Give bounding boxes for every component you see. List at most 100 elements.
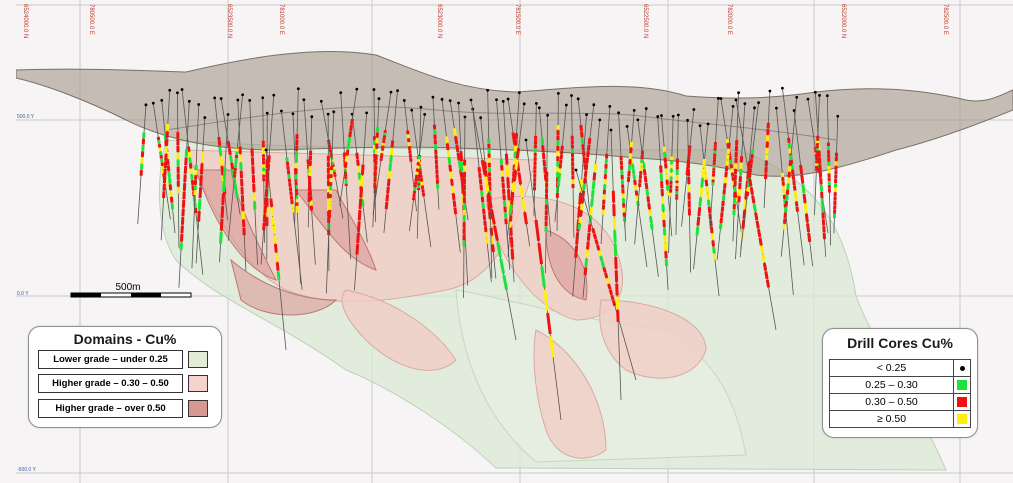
drillhole xyxy=(716,105,735,260)
drillhole xyxy=(832,114,840,234)
section-view: 6524000.0 N 780500.0 E 6523500.0 N 781000.0… xyxy=(16,0,1013,483)
drillhole xyxy=(372,90,393,216)
drillhole xyxy=(294,87,300,225)
domain-row-over: Higher grade – over 0.50 xyxy=(38,399,210,418)
drillhole xyxy=(339,87,359,206)
drillhole xyxy=(636,118,659,277)
drillhole xyxy=(264,148,287,351)
drillhole xyxy=(624,108,636,228)
drillhole xyxy=(440,97,461,253)
easting-label: 6524000.0 N xyxy=(22,4,28,38)
level-label: -500.0 Y xyxy=(17,467,36,473)
domain-swatch-higher xyxy=(188,375,208,392)
drill-row: 0.30 – 0.50 xyxy=(829,393,971,411)
drill-label: ≥ 0.50 xyxy=(829,410,954,428)
drillhole xyxy=(625,125,648,268)
drillhole xyxy=(506,102,526,240)
drillhole xyxy=(462,115,467,298)
drill-cores-legend: Drill Cores Cu% < 0.25 0.25 – 0.30 0.30 … xyxy=(822,328,978,438)
drillhole xyxy=(609,128,622,401)
drillhole xyxy=(431,95,440,210)
easting-label: 781000.0 E xyxy=(278,4,284,35)
drillholes xyxy=(137,86,840,421)
section-canvas: 6524000.0 N 780500.0 E 6523500.0 N 781000.0… xyxy=(16,0,1013,483)
drillhole xyxy=(191,103,201,269)
easting-label: 6523500.0 N xyxy=(226,4,232,38)
easting-label: 781500.0 E xyxy=(514,4,520,35)
level-label: 0.0 Y xyxy=(17,291,29,297)
drillhole xyxy=(668,114,675,253)
drillhole xyxy=(600,104,612,244)
domains-legend-title: Domains - Cu% xyxy=(73,331,177,347)
domain-label: Higher grade – 0.30 – 0.50 xyxy=(38,374,183,393)
drillhole xyxy=(227,93,245,241)
red-square-symbol xyxy=(953,393,971,411)
domain-row-lower: Lower grade – under 0.25 xyxy=(38,350,210,369)
drillhole xyxy=(709,96,720,229)
drillhole xyxy=(137,103,148,225)
drillhole xyxy=(219,97,241,215)
drillhole xyxy=(617,111,627,242)
drillhole xyxy=(554,103,568,222)
drillhole xyxy=(372,97,381,228)
drillhole xyxy=(825,94,832,246)
easting-labels: 6524000.0 N 780500.0 E 6523500.0 N 781000.0… xyxy=(22,4,948,38)
drillhole xyxy=(555,91,560,231)
drillhole xyxy=(354,111,369,291)
drillhole xyxy=(160,88,172,241)
domain-label: Higher grade – over 0.50 xyxy=(38,399,183,418)
drillhole xyxy=(471,107,492,283)
drillhole xyxy=(732,91,740,242)
drillhole xyxy=(178,99,191,288)
drillhole xyxy=(236,98,247,271)
drill-legend-title: Drill Cores Cu% xyxy=(847,335,953,351)
drillhole xyxy=(792,109,814,267)
drillhole xyxy=(180,88,204,275)
drillhole xyxy=(176,91,180,248)
scale-bar-label: 500m xyxy=(115,282,140,293)
drillhole xyxy=(307,115,314,228)
drill-label: 0.25 – 0.30 xyxy=(829,376,954,394)
level-label: 500.0 Y xyxy=(17,114,35,120)
level-labels: 500.0 Y 0.0 Y -500.0 Y xyxy=(17,114,36,473)
drillhole xyxy=(248,98,258,265)
drillhole xyxy=(524,138,562,421)
domain-row-higher: Higher grade – 0.30 – 0.50 xyxy=(38,374,210,393)
drill-label: < 0.25 xyxy=(829,359,954,377)
easting-label: 6522500.0 N xyxy=(642,4,648,38)
scale-bar: 500m xyxy=(70,282,192,298)
drillhole xyxy=(219,113,230,263)
domains-legend: Domains - Cu% Lower grade – under 0.25 H… xyxy=(28,326,222,428)
drillhole xyxy=(495,98,511,270)
drillhole xyxy=(409,113,427,232)
drillhole xyxy=(570,94,575,238)
drillhole xyxy=(532,102,538,217)
drill-row: < 0.25 xyxy=(829,359,971,377)
drillhole xyxy=(339,91,352,260)
drillhole xyxy=(195,116,207,264)
drill-legend-table: < 0.25 0.25 – 0.30 0.30 – 0.50 ≥ 0.50 xyxy=(829,359,971,428)
drillhole xyxy=(780,95,799,257)
drillhole xyxy=(280,109,303,290)
drill-label: 0.30 – 0.50 xyxy=(829,393,954,411)
drillhole xyxy=(634,107,648,245)
drillhole xyxy=(734,98,777,331)
drillhole xyxy=(576,103,596,246)
dot-symbol xyxy=(953,359,971,377)
drillhole xyxy=(656,115,669,290)
drill-row: 0.25 – 0.30 xyxy=(829,376,971,394)
domain-higher-grade xyxy=(185,149,707,459)
domain-label: Lower grade – under 0.25 xyxy=(38,350,183,369)
drillhole xyxy=(693,122,710,270)
easting-label: 782500.0 E xyxy=(942,4,948,35)
easting-label: 780500.0 E xyxy=(88,4,94,35)
domain-swatch-lower xyxy=(188,351,208,368)
drillhole xyxy=(383,89,399,233)
drillhole xyxy=(813,90,827,257)
drill-row: ≥ 0.50 xyxy=(829,410,971,428)
yellow-square-symbol xyxy=(953,410,971,428)
green-square-symbol xyxy=(953,376,971,394)
drillhole xyxy=(763,89,772,209)
easting-label: 6522000.0 N xyxy=(840,4,846,38)
